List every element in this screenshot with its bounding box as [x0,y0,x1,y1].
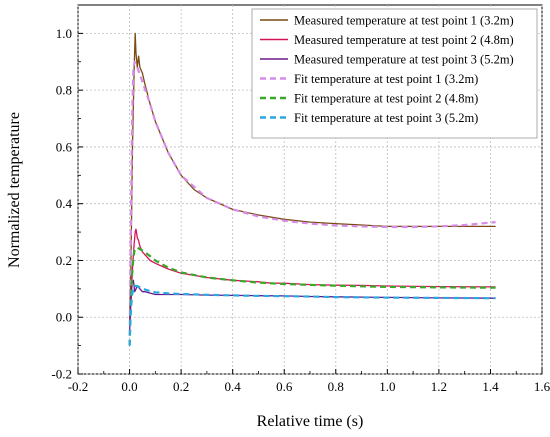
x-tick-label: 0.4 [225,379,242,394]
axes: -0.2 0.0 0.2 0.4 0.6 0.8 1.0 1.2 1.4 1.6 -0.2 0.0 0.… [51,26,550,394]
x-tick-label: 1.0 [379,379,395,394]
x-axis-title: Relative time (s) [257,413,364,430]
x-tick-label: 0.6 [276,379,293,394]
legend-box [251,8,538,139]
legend-label: Measured temperature at test point 1 (3.… [294,13,514,27]
x-tick-label: 0.8 [328,379,344,394]
y-tick-label: 1.0 [56,26,72,41]
x-tick-label: 1.2 [431,379,447,394]
x-tick-label: -0.2 [68,379,89,394]
x-tick-label: 1.6 [534,379,550,394]
legend-label: Fit temperature at test point 2 (4.8m) [294,91,478,105]
y-tick-label: 0.4 [56,196,73,211]
legend-label: Measured temperature at test point 2 (4.… [294,33,514,47]
legend: Measured temperature at test point 1 (3.… [251,8,538,139]
y-tick-label: 0.0 [56,310,72,325]
y-tick-label: 0.8 [56,83,72,98]
y-axis-title: Normalized temperature [6,112,23,268]
series-line-5 [128,246,496,346]
x-tick-label: 0.2 [173,379,189,394]
y-tick-label: -0.2 [51,367,72,382]
y-tick-label: 0.6 [56,139,73,154]
series-line-6 [128,284,496,346]
legend-label: Measured temperature at test point 3 (5.… [294,52,514,66]
y-tick-label: 0.2 [56,253,72,268]
series-lines [128,32,496,346]
legend-label: Fit temperature at test point 3 (5.2m) [294,111,478,125]
x-tick-label: 0.0 [121,379,137,394]
series-line-4 [128,60,496,346]
x-tick-label: 1.4 [482,379,499,394]
legend-label: Fit temperature at test point 1 (3.2m) [294,72,478,86]
